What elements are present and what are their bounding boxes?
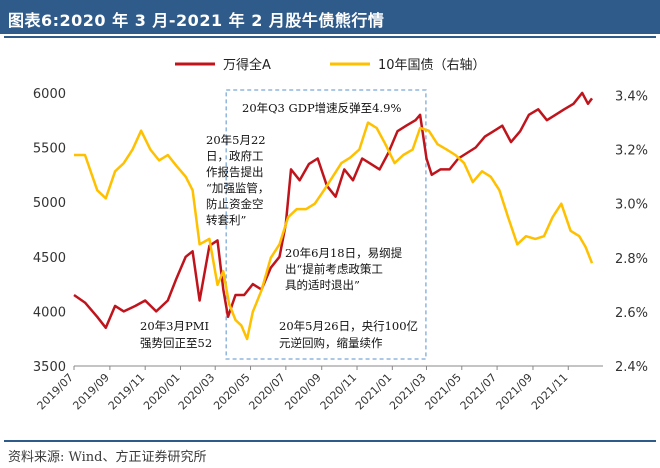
top-divider (4, 36, 656, 38)
legend-item-wande-all-a-label: 万得全A (223, 57, 271, 73)
y-right-tick-label: 3.0% (615, 198, 648, 213)
line-chart: 3500 4000 4500 5000 5500 6000 2.4% 2.6% 2.8% 3.0%… (33, 57, 648, 413)
annotation-pmi-line: 强势回正至52 (140, 336, 212, 350)
x-tick-label: 2019/11 (106, 371, 148, 413)
x-tick-label: 2021/05 (422, 371, 464, 413)
annotation-jun18-line: 具的适时退出” (285, 278, 360, 292)
x-tick-label: 2020/05 (211, 371, 253, 413)
source-note: 资料来源: Wind、方正证券研究所 (8, 450, 207, 465)
y-left-tick-label: 5000 (33, 196, 66, 211)
y-left-tick-label: 4000 (33, 305, 66, 320)
highlight-box (225, 89, 427, 360)
x-tick-label: 2021/11 (529, 371, 571, 413)
x-tick-label: 2021/03 (387, 371, 429, 413)
annotation-may22-line: 20年5月22 (206, 133, 266, 147)
y-right-tick-label: 2.8% (615, 252, 648, 267)
annotation-may26-line: 元逆回购，缩量续作 (279, 336, 383, 350)
legend-item-10y-bond-label: 10年国债（右轴） (378, 58, 486, 73)
x-tick-label: 2020/09 (282, 371, 324, 413)
x-tick-label: 2019/07 (35, 371, 77, 413)
y-left-tick-label: 6000 (33, 87, 66, 102)
bottom-divider (4, 440, 656, 442)
series-line-10y-bond (74, 121, 594, 341)
chart-title: 图表6:2020 年 3 月-2021 年 2 月股牛债熊行情 (8, 11, 385, 30)
annotation-may22-line: 防止资金空 (206, 197, 264, 211)
y-right-tick-label: 2.6% (615, 306, 648, 321)
annotation-may22-line: 作报告提出 (206, 165, 264, 179)
x-tick-label: 2021/09 (494, 371, 536, 413)
x-tick-label: 2020/03 (176, 371, 218, 413)
y-right-tick-label: 3.4% (615, 90, 648, 105)
annotation-jun18-line: 出“提前考虑政策工 (285, 262, 383, 276)
x-tick-label: 2020/11 (318, 371, 360, 413)
chart-title-bar: 图表6:2020 年 3 月-2021 年 2 月股牛债熊行情 (0, 0, 660, 34)
y-left-tick-label: 4500 (33, 251, 66, 266)
x-tick-label: 2020/07 (246, 371, 288, 413)
annotation-may26-line: 20年5月26日，央行100亿 (279, 319, 418, 333)
y-right-tick-label: 2.4% (615, 360, 648, 375)
y-right-tick-label: 3.2% (615, 144, 648, 159)
annotation-jun18-line: 20年6月18日，易纲提 (285, 246, 403, 260)
annotation-gdp-line: 20年Q3 GDP增速反弹至4.9% (242, 101, 401, 115)
x-tick-label: 2020/01 (141, 371, 183, 413)
y-left-tick-label: 3500 (33, 360, 66, 375)
series-line-wande-all-a (73, 91, 594, 330)
annotation-may22-line: 转套利” (206, 213, 246, 227)
y-left-tick-label: 5500 (33, 142, 66, 157)
annotation-may22-line: 日，政府工 (206, 149, 264, 163)
x-tick-label: 2019/09 (70, 371, 112, 413)
x-tick-label: 2021/07 (458, 371, 500, 413)
x-tick-label: 2021/01 (353, 371, 395, 413)
annotation-pmi-line: 20年3月PMI (140, 319, 209, 333)
annotation-may22-line: “加强监管， (206, 181, 269, 195)
